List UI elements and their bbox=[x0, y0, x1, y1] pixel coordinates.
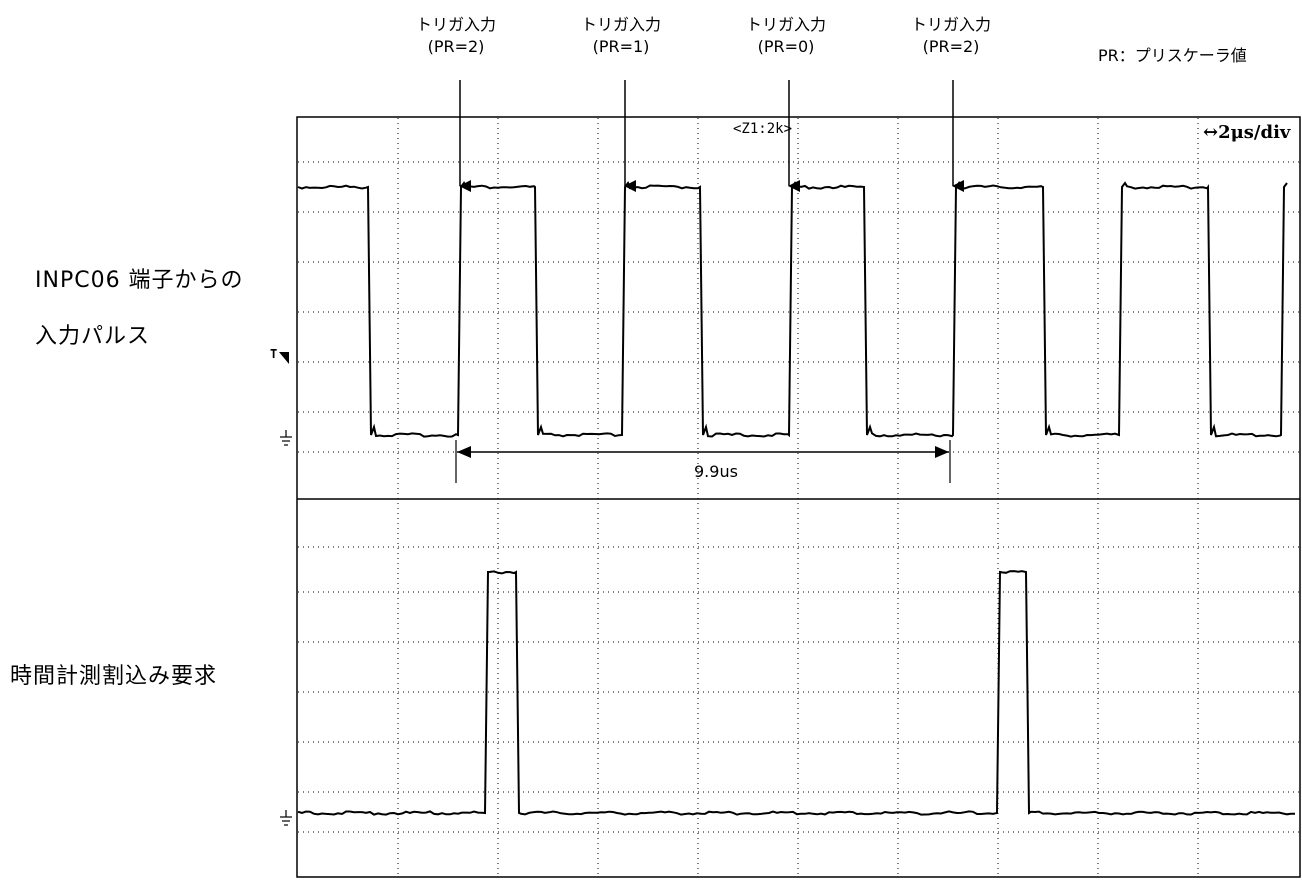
trigger-label-4-text: トリガ入力 bbox=[910, 15, 991, 34]
time-per-division: ↔2μs/div bbox=[1203, 122, 1291, 143]
ground-marker-ch2 bbox=[280, 810, 292, 826]
scope-frame bbox=[296, 116, 1301, 878]
trigger-label-3-pr: (PR=0) bbox=[757, 37, 815, 56]
trigger-label-3-text: トリガ入力 bbox=[745, 15, 826, 34]
trigger-label-4-pr: (PR=2) bbox=[922, 37, 980, 56]
prescaler-legend: PR：プリスケーラ値 bbox=[1098, 46, 1247, 65]
trigger-label-1-pr: (PR=2) bbox=[427, 37, 485, 56]
channel2-label: 時間計測割込み要求 bbox=[10, 664, 218, 689]
zoom-indicator: <Z1:2k> bbox=[733, 121, 792, 137]
trigger-level-marker: T bbox=[270, 347, 277, 361]
trigger-label-4: トリガ入力 (PR=2) bbox=[891, 14, 1011, 58]
measurement-value: 9.9us bbox=[694, 462, 738, 481]
ground-marker-ch1 bbox=[280, 430, 292, 446]
interrupt-request-trace bbox=[297, 570, 1296, 816]
trigger-label-1-text: トリガ入力 bbox=[415, 15, 496, 34]
trigger-label-1: トリガ入力 (PR=2) bbox=[396, 14, 516, 58]
trigger-label-2: トリガ入力 (PR=1) bbox=[561, 14, 681, 58]
trigger-level-icon bbox=[279, 352, 289, 364]
channel1-label-line2: 入力パルス bbox=[35, 324, 151, 349]
input-pulse-trace bbox=[297, 180, 1288, 438]
trigger-label-2-pr: (PR=1) bbox=[592, 37, 650, 56]
scope-grid bbox=[298, 118, 1299, 876]
trigger-label-3: トリガ入力 (PR=0) bbox=[726, 14, 846, 58]
channel1-label-line1: INPC06 端子からの bbox=[35, 268, 244, 293]
trigger-label-2-text: トリガ入力 bbox=[580, 15, 661, 34]
